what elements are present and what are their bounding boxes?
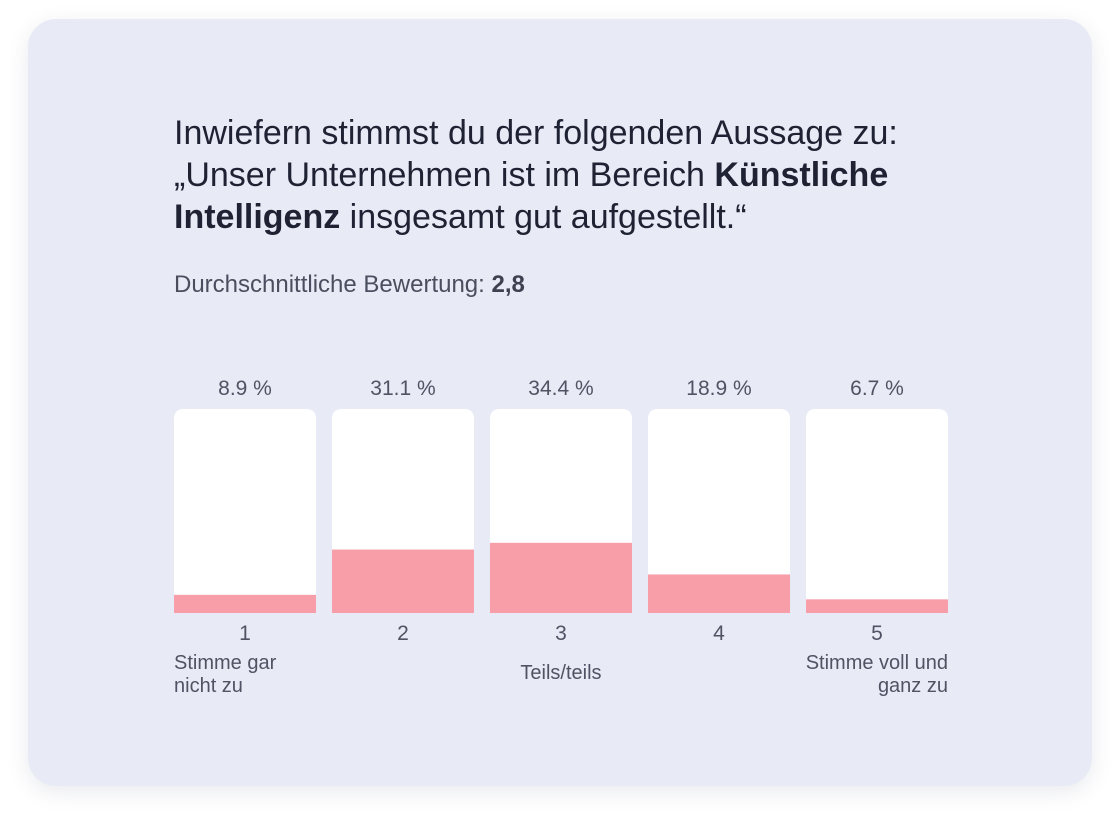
bar-value-label: 8.9 %: [218, 377, 272, 400]
bar: [806, 599, 948, 613]
bar: [174, 594, 316, 613]
question-line-1: Inwiefern stimmst du der folgenden Aussa…: [174, 114, 898, 152]
scale-label-high: Stimme voll und ganz zu: [805, 652, 948, 697]
bar-value-label: 6.7 %: [850, 377, 904, 400]
question-title: Inwiefern stimmst du der folgenden Aussa…: [174, 112, 954, 238]
bar-value-label: 31.1 %: [370, 377, 435, 400]
scale-label-low: Stimme gar nicht zu: [174, 652, 277, 697]
bar: [648, 574, 790, 613]
average-rating: Durchschnittliche Bewertung: 2,8: [174, 271, 525, 299]
bar-value-label: 18.9 %: [686, 377, 751, 400]
question-highlight-1: Künstliche: [714, 156, 889, 194]
bar-value-label: 34.4 %: [528, 377, 593, 400]
average-rating-value: 2,8: [491, 271, 525, 298]
bar-track: [648, 409, 790, 613]
category-label: 4: [713, 622, 725, 645]
scale-label-mid: Teils/teils: [520, 662, 602, 684]
category-label: 1: [239, 622, 251, 645]
category-label: 3: [555, 622, 567, 645]
category-label: 5: [871, 622, 883, 645]
bar-track: [806, 409, 948, 613]
question-line-2-text: „Unser Unternehmen ist im Bereich: [174, 156, 715, 194]
bar: [490, 542, 632, 613]
category-label: 2: [397, 622, 409, 645]
average-rating-label: Durchschnittliche Bewertung:: [174, 271, 492, 298]
bar-track: [174, 409, 316, 613]
chart-card: [28, 19, 1092, 786]
bar: [332, 549, 474, 613]
question-line-3-text: insgesamt gut aufgestellt.“: [340, 198, 747, 236]
question-highlight-2: Intelligenz: [174, 198, 341, 236]
